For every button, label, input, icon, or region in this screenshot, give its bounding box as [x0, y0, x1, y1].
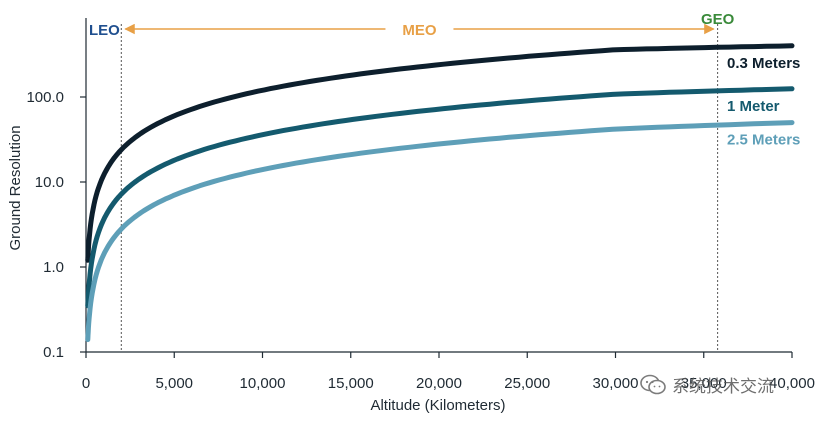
meo-label: MEO — [402, 22, 437, 39]
x-tick-label: 20,000 — [416, 375, 462, 392]
series-line-2 — [85, 120, 795, 343]
wechat-icon — [640, 374, 666, 394]
y-axis-ticks: 0.1 1.0 10.0 100.0 — [26, 89, 86, 361]
y-axis-title: Ground Resolution — [7, 125, 24, 250]
x-axis-ticks: 0 5,000 10,000 15,000 20,000 25,000 30,000 35,0… — [82, 352, 815, 392]
watermark-text: 系统技术交流 — [672, 377, 774, 396]
series-line-0 — [85, 43, 795, 263]
series-label-2-5-meters: 2.5 Meters — [727, 132, 800, 149]
x-tick-label: 10,000 — [240, 375, 286, 392]
x-tick-label: 5,000 — [155, 375, 193, 392]
x-axis-title: Altitude (Kilometers) — [370, 397, 505, 414]
y-tick-label: 10.0 — [35, 174, 64, 191]
series-label-1-meter: 1 Meter — [727, 98, 780, 115]
y-tick-label: 0.1 — [43, 344, 64, 361]
y-tick-label: 100.0 — [26, 89, 64, 106]
y-tick-label: 1.0 — [43, 259, 64, 276]
leo-label: LEO — [89, 22, 120, 39]
series-line-1 — [85, 86, 795, 309]
x-tick-label: 30,000 — [593, 375, 639, 392]
x-tick-label: 15,000 — [328, 375, 374, 392]
x-tick-label: 35,000 — [681, 375, 727, 392]
geo-label: GEO — [701, 11, 735, 28]
x-tick-label: 0 — [82, 375, 90, 392]
series-label-0-3-meters: 0.3 Meters — [727, 55, 800, 72]
x-tick-label: 25,000 — [504, 375, 550, 392]
watermark: 系统技术交流 — [640, 372, 774, 397]
x-tick-label: 40,000 — [769, 375, 815, 392]
